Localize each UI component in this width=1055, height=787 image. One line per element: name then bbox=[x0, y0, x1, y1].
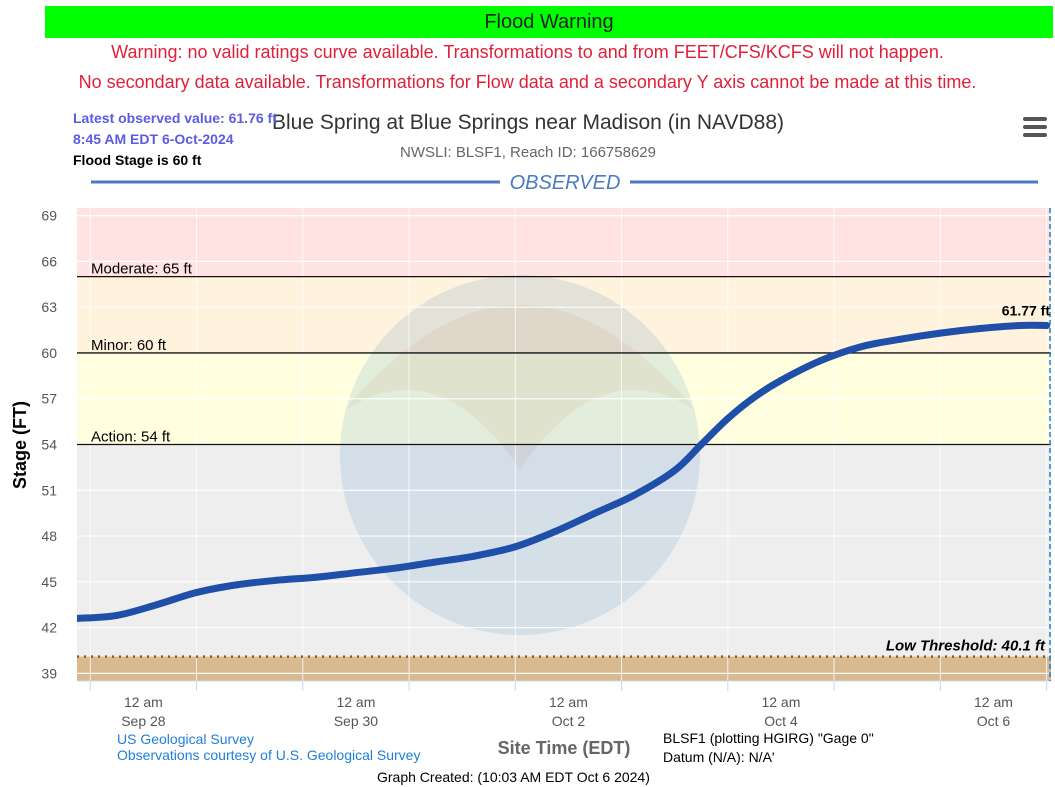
latest-observed-value: Latest observed value: 61.76 ft bbox=[73, 110, 277, 126]
observed-point bbox=[1043, 321, 1051, 329]
y-tick-label: 60 bbox=[41, 345, 57, 361]
x-tick-label: 12 am bbox=[124, 694, 163, 710]
observed-point bbox=[511, 543, 519, 551]
observed-point bbox=[857, 343, 865, 351]
observed-point bbox=[1016, 321, 1024, 329]
stage-band-3 bbox=[77, 444, 1051, 657]
y-tick-label: 51 bbox=[41, 482, 57, 498]
observed-point bbox=[153, 601, 161, 609]
chart-title: Blue Spring at Blue Springs near Madison… bbox=[272, 111, 784, 134]
observed-point bbox=[976, 325, 984, 333]
observed-point bbox=[272, 576, 280, 584]
observed-point bbox=[591, 509, 599, 517]
observed-point bbox=[352, 569, 360, 577]
observed-point bbox=[232, 581, 240, 589]
usgs-link[interactable]: US Geological Survey bbox=[117, 731, 254, 747]
observed-point bbox=[936, 329, 944, 337]
observed-point bbox=[750, 393, 758, 401]
ratings-curve-warning: Warning: no valid ratings curve availabl… bbox=[111, 42, 944, 62]
threshold-label: Minor: 60 ft bbox=[91, 337, 167, 354]
secondary-data-warning: No secondary data available. Transformat… bbox=[78, 72, 977, 92]
y-tick-label: 39 bbox=[41, 665, 57, 681]
noaa-watermark bbox=[340, 275, 700, 635]
y-tick-label: 66 bbox=[41, 253, 57, 269]
y-tick-label: 57 bbox=[41, 391, 57, 407]
chart-subtitle: NWSLI: BLSF1, Reach ID: 166758629 bbox=[400, 144, 656, 161]
stage-band-4 bbox=[77, 656, 1051, 681]
observed-point bbox=[432, 558, 440, 566]
datum-info: Datum (N/A): N/A' bbox=[663, 749, 775, 765]
x-tick-label: 12 am bbox=[761, 694, 800, 710]
latest-observed-time: 8:45 AM EDT 6-Oct-2024 bbox=[73, 131, 234, 147]
observations-credit-link[interactable]: Observations courtesy of U.S. Geological… bbox=[117, 747, 421, 763]
plotting-info: BLSF1 (plotting HGIRG) "Gage 0" bbox=[663, 730, 874, 746]
observed-point bbox=[724, 415, 732, 423]
x-axis-label: Site Time (EDT) bbox=[498, 738, 631, 758]
x-tick-date: Sep 30 bbox=[334, 713, 379, 729]
flood-stage-text: Flood Stage is 60 ft bbox=[73, 152, 202, 168]
stage-band-0 bbox=[77, 208, 1051, 277]
x-tick-date: Sep 28 bbox=[121, 713, 166, 729]
hamburger-menu-icon[interactable] bbox=[1023, 117, 1047, 139]
y-tick-label: 45 bbox=[41, 574, 57, 590]
x-tick-label: 12 am bbox=[974, 694, 1013, 710]
flood-warning-text: Flood Warning bbox=[484, 10, 614, 33]
x-tick-date: Oct 2 bbox=[552, 713, 586, 729]
observed-point bbox=[777, 376, 785, 384]
observed-point bbox=[817, 357, 825, 365]
observed-point bbox=[392, 564, 400, 572]
low-threshold-label: Low Threshold: 40.1 ft bbox=[886, 638, 1046, 655]
y-tick-label: 69 bbox=[41, 208, 57, 224]
flood-warning-banner: Flood Warning bbox=[45, 6, 1053, 38]
observed-point bbox=[896, 335, 904, 343]
observed-point bbox=[671, 466, 679, 474]
observed-point bbox=[697, 441, 705, 448]
observed-label: OBSERVED bbox=[510, 172, 621, 194]
x-tick-label: 12 am bbox=[336, 694, 375, 710]
observed-point bbox=[312, 573, 320, 581]
y-tick-label: 42 bbox=[41, 620, 57, 636]
observed-point bbox=[471, 552, 479, 560]
y-axis-label: Stage (FT) bbox=[10, 401, 30, 489]
x-tick-date: Oct 6 bbox=[977, 713, 1011, 729]
observed-point bbox=[77, 614, 81, 622]
y-tick-label: 48 bbox=[41, 528, 57, 544]
observed-point bbox=[631, 491, 639, 499]
observed-point bbox=[193, 589, 201, 597]
x-tick-date: Oct 4 bbox=[764, 713, 798, 729]
observed-point bbox=[551, 527, 559, 535]
threshold-label: Action: 54 ft bbox=[91, 429, 171, 446]
observed-point bbox=[113, 611, 121, 619]
graph-created-text: Graph Created: (10:03 AM EDT Oct 6 2024) bbox=[377, 769, 650, 785]
x-tick-label: 12 am bbox=[549, 694, 588, 710]
threshold-label: Moderate: 65 ft bbox=[91, 261, 193, 278]
last-value-label: 61.77 ft bbox=[1002, 302, 1051, 318]
y-tick-label: 63 bbox=[41, 299, 57, 315]
y-tick-label: 54 bbox=[41, 437, 57, 453]
